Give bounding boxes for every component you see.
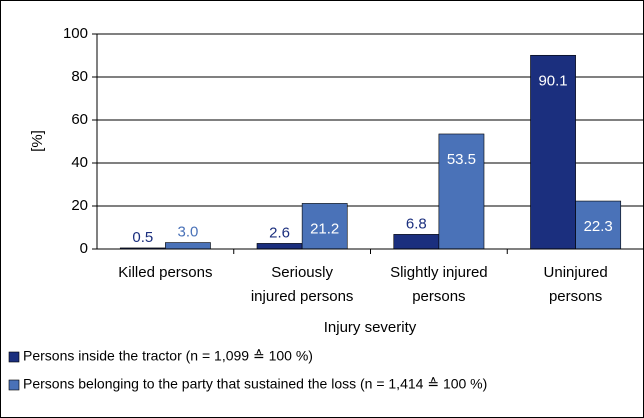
x-tick-label: Slightly injured — [390, 264, 488, 281]
x-tick-label: Seriously — [271, 264, 333, 281]
bar — [165, 242, 211, 250]
legend-label: Persons inside the tractor (n = 1,099 ≙ … — [23, 348, 313, 364]
y-tick-label: 60 — [71, 111, 88, 128]
y-tick-label: 40 — [71, 154, 88, 171]
bar — [301, 203, 348, 250]
x-tick-label: persons — [549, 288, 602, 305]
data-label: 2.6 — [269, 224, 290, 241]
data-label: 21.2 — [310, 220, 339, 237]
x-axis-title: Injury severity — [324, 319, 417, 336]
data-label: 53.5 — [447, 151, 476, 168]
bar — [256, 243, 303, 250]
bar — [575, 200, 622, 250]
legend-swatch — [8, 379, 20, 391]
legend-swatch — [8, 351, 20, 363]
y-tick-label: 100 — [63, 25, 88, 42]
x-tick-label: Killed persons — [118, 264, 212, 281]
y-tick-label: 0 — [80, 240, 88, 257]
legend-label: Persons belonging to the party that sust… — [23, 376, 487, 392]
x-tick-label: Uninjured — [544, 264, 608, 281]
data-label: 22.3 — [584, 218, 613, 235]
y-tick-label: 20 — [71, 197, 88, 214]
y-axis-title: [%] — [29, 130, 46, 152]
data-label: 3.0 — [178, 224, 199, 241]
data-label: 90.1 — [538, 72, 567, 89]
bar — [393, 234, 440, 250]
data-label: 6.8 — [406, 215, 427, 232]
data-label: 0.5 — [132, 229, 153, 246]
x-tick-label: persons — [412, 288, 465, 305]
x-tick-label: injured persons — [251, 288, 354, 305]
y-tick-label: 80 — [71, 68, 88, 85]
bar — [530, 54, 576, 250]
